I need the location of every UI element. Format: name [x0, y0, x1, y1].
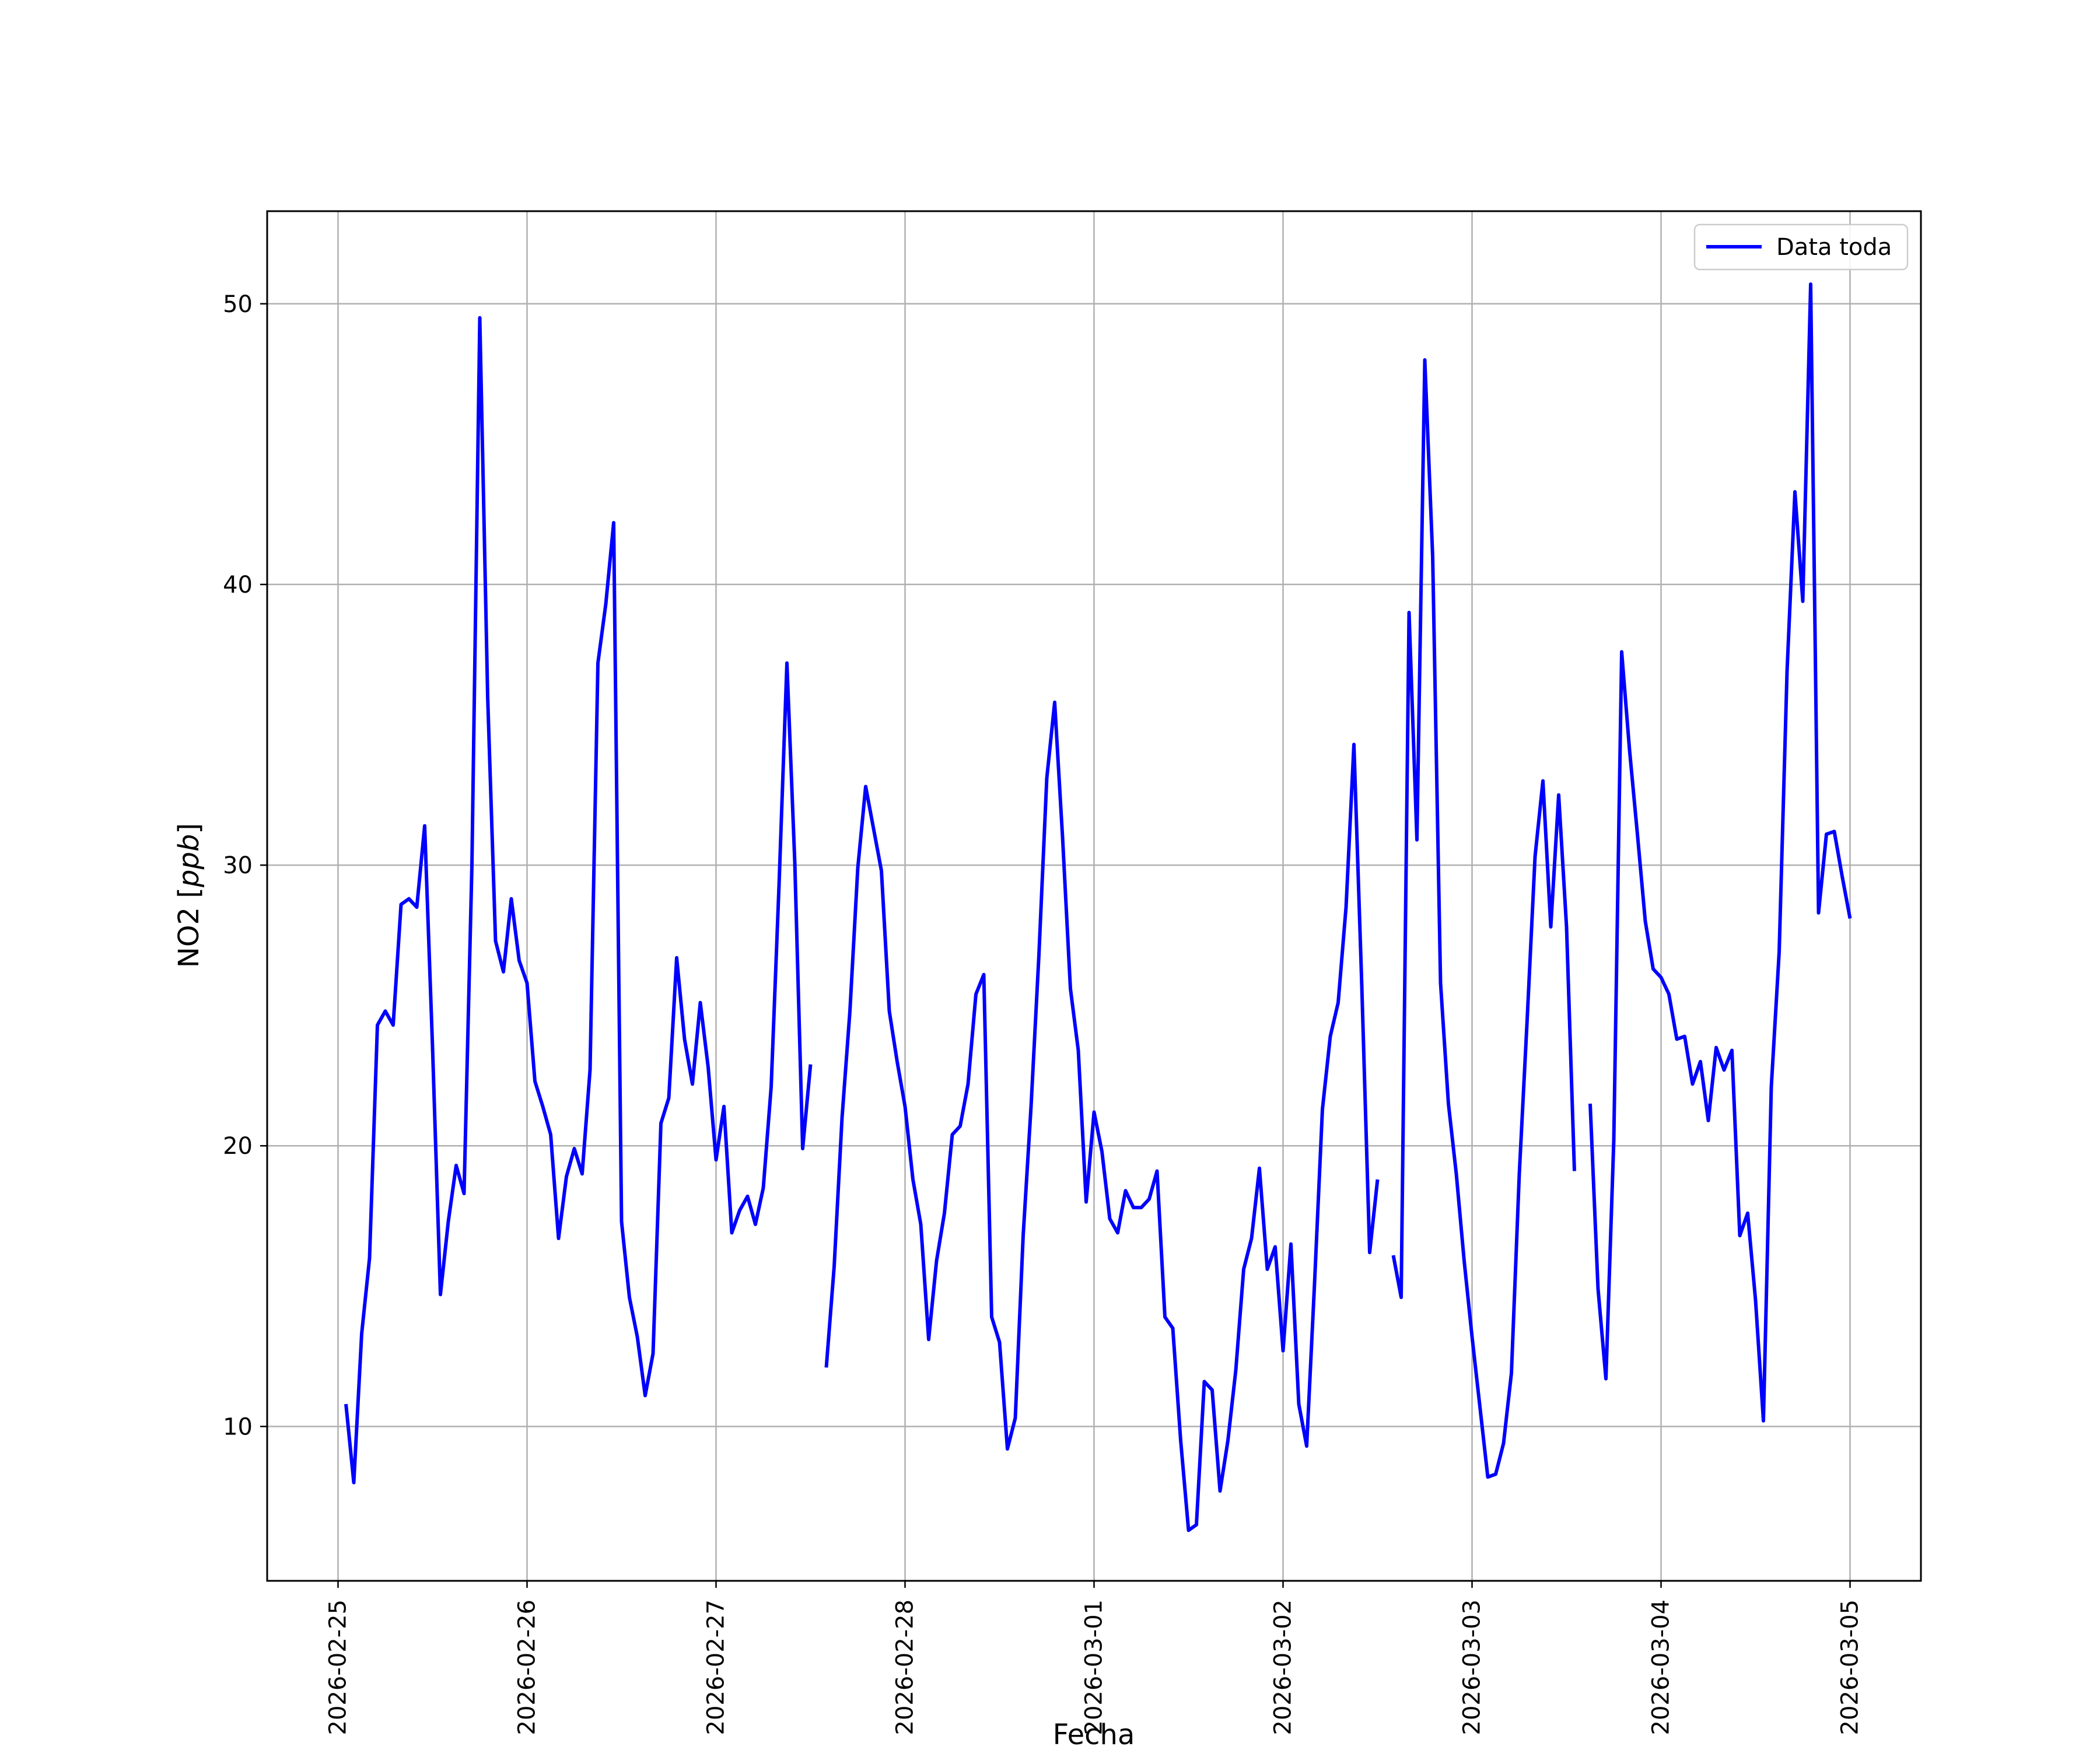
x-tick-label: 2026-03-03 — [1459, 1600, 1486, 1735]
y-tick-label: 30 — [223, 852, 253, 879]
x-tick-label: 2026-02-25 — [325, 1600, 352, 1735]
y-axis-ticks: 10 20 30 40 50 — [223, 291, 267, 1440]
grid — [267, 211, 1921, 1581]
y-tick-label: 50 — [223, 291, 253, 318]
legend: Data toda — [1693, 223, 1909, 271]
series-line-segment — [824, 701, 1380, 1532]
legend-label: Data toda — [1776, 234, 1892, 261]
x-axis-label: Fecha — [1053, 1718, 1135, 1750]
y-axis-label-text: NO2 [ — [173, 887, 205, 968]
x-tick-label: 2026-03-04 — [1648, 1600, 1675, 1735]
series-line-segment — [344, 316, 813, 1485]
y-axis-label-close: ] — [173, 823, 205, 834]
x-tick-label: 2026-02-27 — [703, 1600, 730, 1735]
x-tick-label: 2026-03-01 — [1081, 1600, 1108, 1735]
y-tick-label: 20 — [223, 1133, 253, 1160]
x-tick-label: 2026-03-02 — [1270, 1600, 1297, 1735]
x-tick-label: 2026-02-26 — [514, 1600, 541, 1735]
y-tick-label: 40 — [223, 572, 253, 598]
x-axis-ticks: 2026-02-25 2026-02-26 2026-02-27 2026-02-28… — [325, 1581, 1864, 1735]
y-axis-label-unit: ppb — [173, 834, 205, 888]
legend-box — [1693, 223, 1909, 271]
series-layer — [344, 282, 1852, 1532]
y-axis-label: NO2 [ppb] — [173, 823, 205, 968]
x-tick-label: 2026-02-28 — [892, 1600, 919, 1735]
series-line-segment — [1588, 282, 1852, 1423]
x-tick-label: 2026-03-05 — [1837, 1600, 1864, 1735]
y-tick-label: 10 — [223, 1413, 253, 1440]
series-line-segment — [1391, 358, 1576, 1479]
